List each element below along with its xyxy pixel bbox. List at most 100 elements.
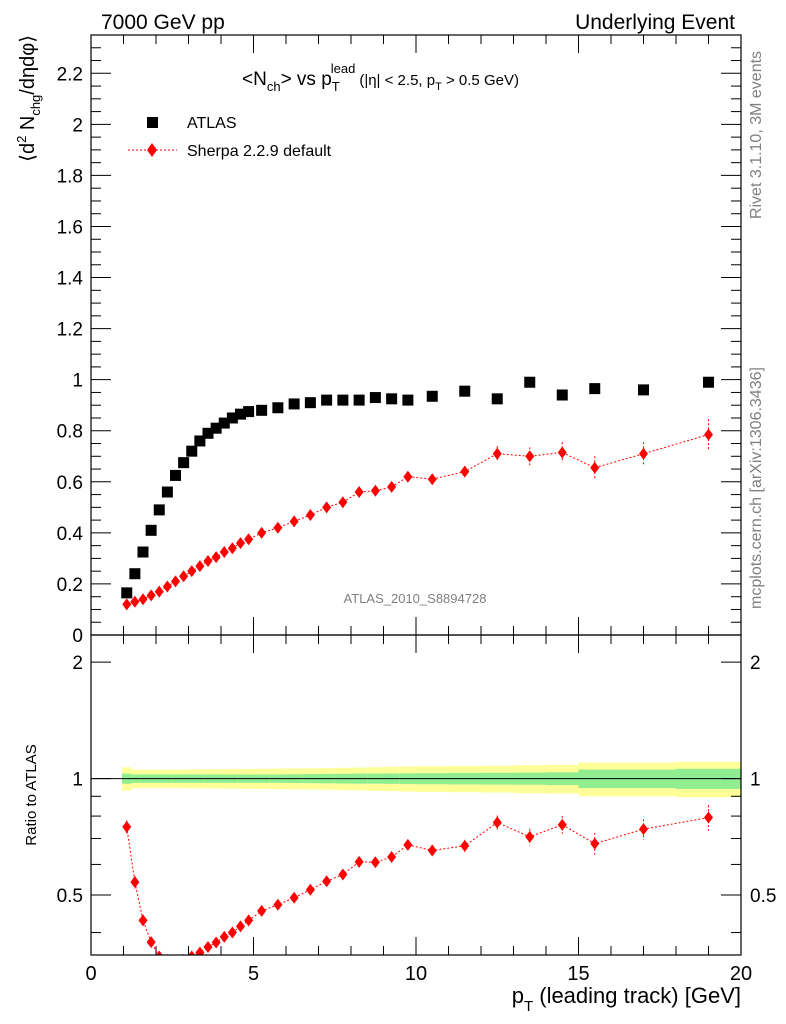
- atlas-point: [218, 417, 230, 429]
- atlas-point: [145, 524, 157, 536]
- header-right-label: Underlying Event: [575, 11, 735, 34]
- sherpa-point: [130, 595, 140, 608]
- ratio-panel: 0.5 0.51 12 20 5 10 15 20 Ratio to ATLAS pT (le…: [23, 634, 777, 1015]
- sherpa-point: [203, 554, 213, 567]
- sherpa-point: [273, 521, 283, 534]
- sherpa-series-line: [126, 434, 709, 605]
- ratio-sherpa-point: [219, 930, 229, 943]
- ratio-tick-labels: 0.5 0.51 12 20 5 10 15 20: [57, 653, 777, 985]
- title-part-main: <N: [242, 69, 267, 90]
- atlas-point: [153, 504, 165, 516]
- ratio-sherpa-point: [492, 816, 502, 829]
- legend-atlas-label: ATLAS: [187, 115, 237, 132]
- atlas-point: [703, 376, 714, 388]
- atlas-point: [137, 546, 149, 558]
- title-cuts-sub: T: [435, 81, 442, 93]
- atlas-point: [386, 393, 398, 405]
- xlabel-sub-t: T: [524, 998, 533, 1015]
- ratio-sherpa-point: [639, 823, 648, 836]
- atlas-point: [256, 404, 268, 416]
- ratio-y-axis-label: Ratio to ATLAS: [23, 744, 40, 845]
- main-panel: 0 0.2 0.4 0.6 0.8 1 1.2 1.4 1.6 1.8 2 2.2 <Nch> vs …: [14, 34, 742, 647]
- sherpa-point: [305, 509, 315, 521]
- sherpa-point: [171, 575, 180, 588]
- ratio-sherpa-point: [195, 946, 205, 955]
- atlas-point: [121, 587, 133, 599]
- atlas-point: [337, 394, 349, 406]
- main-y-tick-label: 1.4: [57, 269, 84, 290]
- x-tick-label: 0: [85, 963, 96, 985]
- sherpa-point: [179, 570, 189, 583]
- ratio-sherpa-point: [203, 941, 213, 954]
- ratio-sherpa-point: [155, 950, 163, 955]
- sherpa-point: [219, 546, 229, 559]
- atlas-point: [304, 397, 316, 409]
- ratio-series-group: [122, 805, 713, 955]
- sherpa-point: [146, 589, 156, 602]
- sherpa-point: [244, 533, 254, 546]
- sherpa-point: [704, 428, 713, 441]
- ratio-y-tick-label-right: 0.5: [750, 886, 776, 907]
- title-sub-ch: ch: [267, 79, 281, 94]
- main-y-tick-label: 0.6: [57, 473, 83, 494]
- ratio-y-tick-label-right: 1: [750, 770, 761, 791]
- atlas-point: [186, 445, 198, 457]
- ratio-y-tick-label-left: 2: [72, 653, 83, 674]
- sherpa-point: [289, 515, 299, 528]
- ratio-sherpa-point: [704, 811, 713, 824]
- atlas-point: [524, 376, 536, 388]
- title-cuts-b: > 0.5 GeV): [442, 72, 519, 89]
- ratio-sherpa-point: [460, 839, 470, 852]
- main-y-tick-label: 0: [72, 626, 83, 647]
- atlas-point: [426, 390, 438, 402]
- sherpa-point: [227, 542, 237, 555]
- atlas-point: [272, 402, 284, 414]
- atlas-point: [638, 384, 649, 396]
- main-y-axis-label: ⟨d2 Nchg/dηdφ⟩: [14, 35, 43, 162]
- main-y-tick-label: 1.8: [57, 166, 83, 187]
- sherpa-point: [338, 496, 348, 509]
- atlas-point: [353, 394, 365, 406]
- atlas-point: [210, 422, 222, 434]
- atlas-point: [202, 427, 214, 439]
- ylabel-part-a: ⟨d: [17, 143, 39, 162]
- ratio-sherpa-point: [387, 851, 397, 864]
- ratio-sherpa-point: [590, 837, 600, 850]
- ylabel-sub: chg: [28, 95, 43, 116]
- atlas-point: [459, 385, 471, 397]
- sherpa-point: [460, 465, 470, 478]
- ratio-sherpa-point: [257, 904, 267, 917]
- ratio-sherpa-point: [130, 876, 140, 889]
- atlas-point: [321, 394, 333, 406]
- sherpa-point: [639, 447, 648, 460]
- sherpa-point: [492, 447, 502, 460]
- sherpa-point: [354, 486, 364, 499]
- sherpa-point: [138, 593, 148, 606]
- main-y-tick-label: 0.8: [57, 422, 83, 443]
- legend: ATLAS Sherpa 2.2.9 default: [128, 115, 332, 160]
- title-sup-lead: lead: [331, 61, 356, 76]
- sherpa-point: [557, 446, 567, 459]
- main-data-layer: [121, 376, 714, 611]
- sherpa-point: [590, 461, 600, 474]
- atlas-point: [235, 408, 246, 420]
- sherpa-point: [322, 501, 332, 514]
- x-tick-label: 15: [567, 963, 589, 985]
- ratio-sherpa-point: [525, 830, 535, 843]
- ratio-y-tick-label-right: 2: [750, 653, 761, 674]
- atlas-point: [491, 393, 503, 405]
- ratio-sherpa-point: [338, 868, 348, 881]
- main-y-tick-label: 2: [72, 115, 83, 136]
- atlas-point: [556, 389, 568, 401]
- ratio-sherpa-point: [146, 936, 156, 949]
- main-y-tick-labels: 0 0.2 0.4 0.6 0.8 1 1.2 1.4 1.6 1.8 2 2.2: [57, 64, 84, 647]
- ylabel-part-b: N: [17, 116, 39, 136]
- ratio-sherpa-point: [227, 926, 237, 939]
- atlas-point: [369, 392, 381, 404]
- ratio-sherpa-line: [126, 817, 709, 955]
- sherpa-point: [403, 470, 413, 483]
- main-y-tick-label: 2.2: [57, 64, 83, 85]
- ratio-data-layer: [122, 805, 713, 955]
- x-tick-label: 10: [405, 963, 427, 985]
